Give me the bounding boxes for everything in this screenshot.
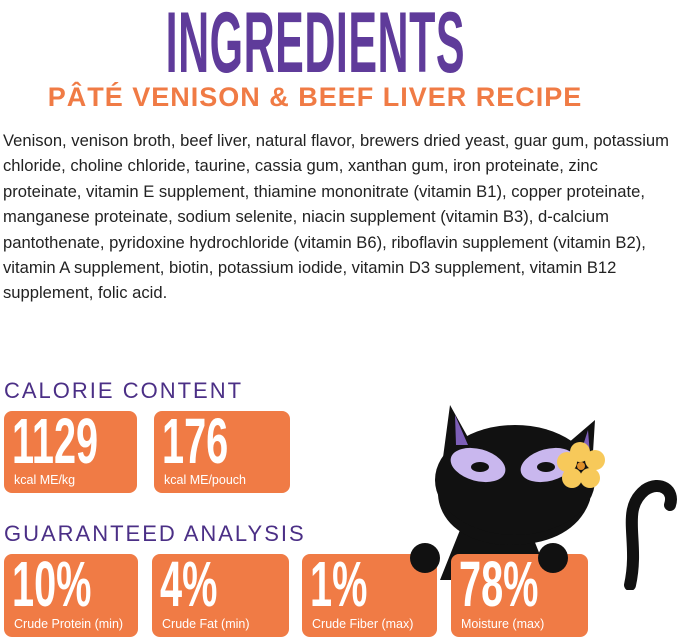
recipe-name: PÂTÉ VENISON & BEEF LIVER RECIPE: [47, 82, 583, 112]
analysis-box: 10% Crude Protein (min): [4, 554, 138, 637]
analysis-value: 10%: [12, 554, 92, 620]
analysis-label: Moisture (max): [461, 617, 545, 631]
analysis-heading: GUARANTEED ANALYSIS: [4, 521, 306, 546]
analysis-value: 1%: [310, 554, 368, 620]
analysis-label: Crude Fiber (max): [312, 617, 414, 631]
calorie-heading: CALORIE CONTENT: [4, 378, 244, 403]
cat-paws: [410, 543, 568, 573]
analysis-box: 78% Moisture (max): [451, 554, 588, 637]
calorie-box: 1129 kcal ME/kg: [4, 411, 137, 493]
analysis-box: 4% Crude Fat (min): [152, 554, 289, 637]
calorie-label: kcal ME/pouch: [164, 473, 246, 487]
page-title: INGREDIENTS: [165, 0, 465, 91]
calorie-value: 176: [162, 411, 229, 477]
analysis-value: 4%: [160, 554, 218, 620]
calorie-box: 176 kcal ME/pouch: [154, 411, 290, 493]
ingredients-text: Venison, venison broth, beef liver, natu…: [3, 131, 669, 303]
calorie-value: 1129: [12, 411, 99, 477]
analysis-label: Crude Protein (min): [14, 617, 124, 631]
calorie-label: kcal ME/kg: [14, 473, 76, 487]
analysis-value: 78%: [459, 554, 539, 620]
analysis-label: Crude Fat (min): [162, 617, 250, 631]
